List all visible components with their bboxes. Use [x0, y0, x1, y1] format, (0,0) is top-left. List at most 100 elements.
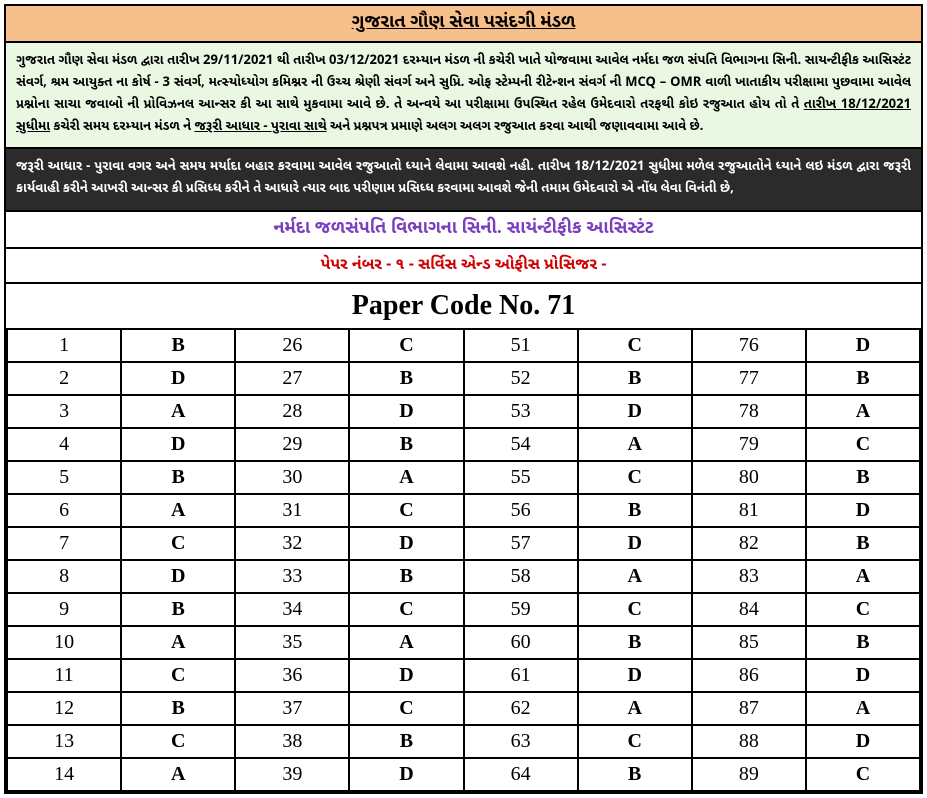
question-number: 57: [464, 527, 578, 560]
answer-letter: D: [349, 659, 463, 692]
answer-letter: B: [349, 725, 463, 758]
table-row: 8D33B58A83A: [7, 560, 920, 593]
document-page: ગુજરાત ગૌણ સેવા પસંદગી મંડળ ગુજરાત ગૌણ સ…: [4, 4, 923, 794]
answer-letter: D: [806, 494, 920, 527]
question-number: 62: [464, 692, 578, 725]
answer-letter: A: [121, 626, 235, 659]
answer-letter: B: [806, 461, 920, 494]
question-number: 63: [464, 725, 578, 758]
question-number: 29: [235, 428, 349, 461]
answer-letter: B: [121, 461, 235, 494]
question-number: 80: [692, 461, 806, 494]
answer-letter: A: [121, 395, 235, 428]
answer-letter: A: [806, 560, 920, 593]
question-number: 33: [235, 560, 349, 593]
question-number: 14: [7, 758, 121, 791]
question-number: 84: [692, 593, 806, 626]
question-number: 26: [235, 330, 349, 362]
answer-letter: D: [349, 758, 463, 791]
table-row: 7C32D57D82B: [7, 527, 920, 560]
question-number: 30: [235, 461, 349, 494]
question-number: 12: [7, 692, 121, 725]
question-number: 36: [235, 659, 349, 692]
answer-letter: B: [578, 758, 692, 791]
paper-heading: પેપર નંબર - ૧ - સર્વિસ એન્ડ ઓફીસ પ્રોસિજ…: [6, 249, 921, 284]
question-number: 39: [235, 758, 349, 791]
table-row: 11C36D61D86D: [7, 659, 920, 692]
question-number: 35: [235, 626, 349, 659]
question-number: 38: [235, 725, 349, 758]
table-row: 2D27B52B77B: [7, 362, 920, 395]
answer-letter: D: [578, 527, 692, 560]
question-number: 6: [7, 494, 121, 527]
answer-letter: C: [349, 692, 463, 725]
question-number: 4: [7, 428, 121, 461]
answer-letter: B: [578, 494, 692, 527]
answer-letter: A: [578, 428, 692, 461]
table-row: 10A35A60B85B: [7, 626, 920, 659]
question-number: 87: [692, 692, 806, 725]
answer-letter: C: [578, 330, 692, 362]
question-number: 81: [692, 494, 806, 527]
answer-letter: B: [806, 626, 920, 659]
answer-letter: D: [578, 395, 692, 428]
answer-letter: C: [806, 593, 920, 626]
table-row: 9B34C59C84C: [7, 593, 920, 626]
answer-letter: B: [121, 692, 235, 725]
answer-letter: A: [578, 560, 692, 593]
answer-key-table: 1B26C51C76D2D27B52B77B3A28D53D78A4D29B54…: [6, 330, 921, 792]
question-number: 61: [464, 659, 578, 692]
paper-code: Paper Code No. 71: [6, 284, 921, 330]
answer-letter: B: [806, 362, 920, 395]
answer-letter: B: [349, 362, 463, 395]
answer-letter: C: [806, 758, 920, 791]
answer-letter: C: [349, 494, 463, 527]
question-number: 10: [7, 626, 121, 659]
table-row: 5B30A55C80B: [7, 461, 920, 494]
question-number: 27: [235, 362, 349, 395]
notice-box-1: ગુજરાત ગૌણ સેવા મંડળ દ્વારા તારીખ 29/11/…: [6, 43, 921, 149]
question-number: 64: [464, 758, 578, 791]
answer-letter: C: [349, 330, 463, 362]
answer-letter: D: [806, 330, 920, 362]
question-number: 8: [7, 560, 121, 593]
question-number: 85: [692, 626, 806, 659]
table-row: 3A28D53D78A: [7, 395, 920, 428]
question-number: 54: [464, 428, 578, 461]
question-number: 82: [692, 527, 806, 560]
question-number: 76: [692, 330, 806, 362]
question-number: 7: [7, 527, 121, 560]
answer-letter: B: [349, 560, 463, 593]
answer-letter: C: [578, 593, 692, 626]
question-number: 56: [464, 494, 578, 527]
answer-letter: C: [806, 428, 920, 461]
answer-letter: B: [349, 428, 463, 461]
answer-letter: D: [578, 659, 692, 692]
table-row: 12B37C62A87A: [7, 692, 920, 725]
question-number: 89: [692, 758, 806, 791]
dept-heading: નર્મદા જળસંપતિ વિભાગના સિની. સાયંન્ટીફીક…: [6, 212, 921, 249]
answer-letter: A: [806, 395, 920, 428]
answer-letter: A: [121, 758, 235, 791]
answer-letter: B: [578, 626, 692, 659]
question-number: 5: [7, 461, 121, 494]
question-number: 55: [464, 461, 578, 494]
answer-letter: D: [349, 527, 463, 560]
answer-letter: D: [806, 659, 920, 692]
question-number: 1: [7, 330, 121, 362]
answer-letter: A: [349, 626, 463, 659]
answer-letter: D: [121, 362, 235, 395]
org-title: ગુજરાત ગૌણ સેવા પસંદગી મંડળ: [6, 6, 921, 43]
table-row: 13C38B63C88D: [7, 725, 920, 758]
answer-letter: C: [121, 527, 235, 560]
question-number: 59: [464, 593, 578, 626]
answer-letter: A: [121, 494, 235, 527]
question-number: 34: [235, 593, 349, 626]
answer-letter: D: [349, 395, 463, 428]
question-number: 86: [692, 659, 806, 692]
answer-letter: C: [121, 659, 235, 692]
question-number: 77: [692, 362, 806, 395]
answer-letter: C: [578, 461, 692, 494]
answer-letter: C: [578, 725, 692, 758]
answer-letter: B: [806, 527, 920, 560]
